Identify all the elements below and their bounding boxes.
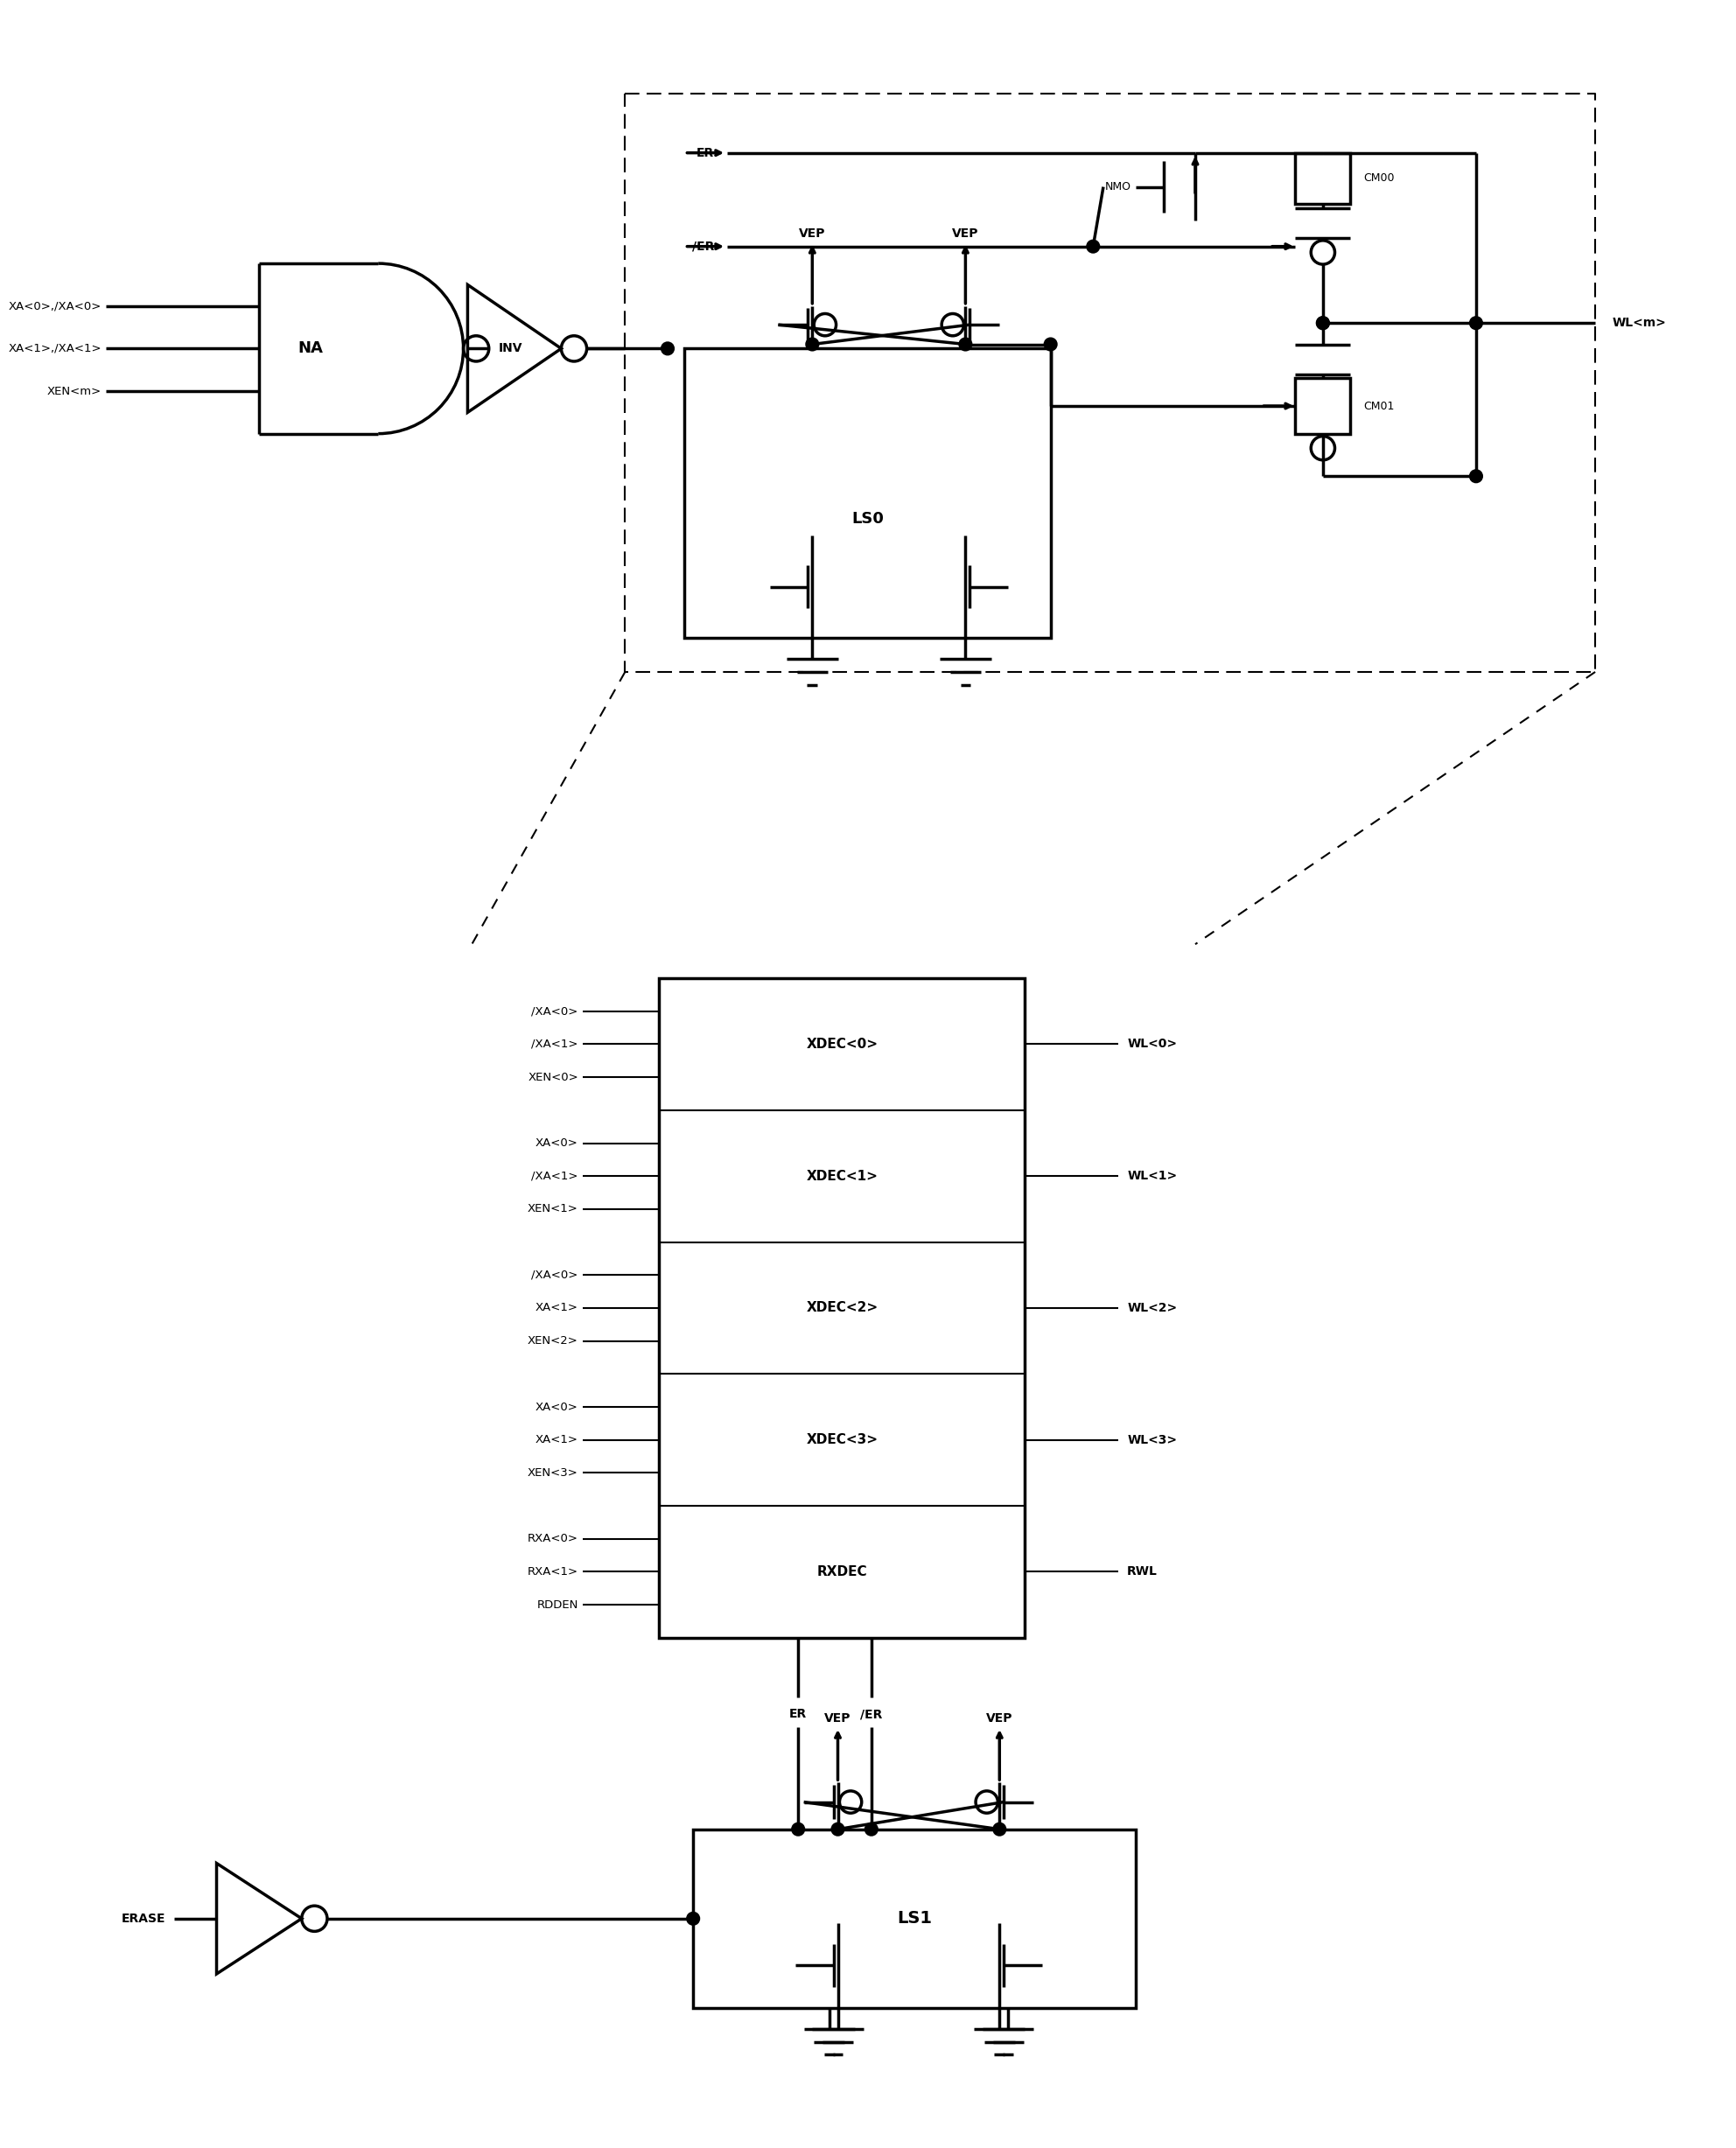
Circle shape: [793, 1824, 804, 1834]
Circle shape: [807, 339, 818, 350]
Text: XEN<2>: XEN<2>: [528, 1336, 578, 1347]
Text: XEN<0>: XEN<0>: [528, 1072, 578, 1083]
Text: VEP: VEP: [951, 228, 979, 241]
Circle shape: [1318, 318, 1328, 329]
Bar: [1295, 378, 1351, 434]
Text: XDEC<3>: XDEC<3>: [806, 1433, 878, 1446]
Text: VEP: VEP: [986, 1712, 1012, 1725]
Bar: [1295, 153, 1351, 204]
Circle shape: [1470, 470, 1481, 481]
Text: LS0: LS0: [851, 511, 884, 526]
Text: XA<0>: XA<0>: [535, 1400, 578, 1413]
Text: WL<2>: WL<2>: [1127, 1302, 1177, 1315]
Text: WL<1>: WL<1>: [1127, 1171, 1177, 1181]
Text: /ER: /ER: [693, 241, 715, 253]
Text: VEP: VEP: [825, 1712, 851, 1725]
Text: XA<1>,/XA<1>: XA<1>,/XA<1>: [9, 344, 102, 354]
Text: CM00: CM00: [1363, 172, 1394, 185]
Text: NMO: NMO: [1106, 180, 1132, 193]
Circle shape: [960, 339, 970, 350]
Bar: [684, 348, 1050, 638]
Text: XEN<m>: XEN<m>: [47, 384, 102, 397]
Text: LS1: LS1: [898, 1910, 932, 1927]
Text: XDEC<0>: XDEC<0>: [806, 1037, 878, 1050]
Text: WL<0>: WL<0>: [1127, 1037, 1177, 1050]
Text: XEN<1>: XEN<1>: [528, 1203, 578, 1216]
Text: RXA<0>: RXA<0>: [528, 1534, 578, 1544]
Text: NA: NA: [297, 342, 323, 357]
Text: RXA<1>: RXA<1>: [528, 1566, 578, 1577]
Circle shape: [866, 1824, 877, 1834]
Text: RDDEN: RDDEN: [536, 1598, 578, 1611]
Text: ER: ER: [696, 146, 715, 159]
Text: WL<m>: WL<m>: [1613, 318, 1667, 329]
Text: /XA<0>: /XA<0>: [531, 1005, 578, 1016]
Text: /ER: /ER: [861, 1708, 882, 1721]
Text: XDEC<2>: XDEC<2>: [806, 1302, 878, 1315]
Bar: [693, 1830, 1135, 2008]
Circle shape: [687, 1914, 698, 1925]
Bar: [660, 977, 1024, 1637]
Circle shape: [1087, 241, 1099, 251]
Text: WL<3>: WL<3>: [1127, 1433, 1177, 1446]
Text: XA<1>: XA<1>: [535, 1435, 578, 1446]
Text: ER: ER: [790, 1708, 807, 1721]
Circle shape: [995, 1824, 1005, 1834]
Text: XA<0>,/XA<0>: XA<0>,/XA<0>: [9, 301, 102, 311]
Text: XA<0>: XA<0>: [535, 1138, 578, 1149]
Text: RXDEC: RXDEC: [818, 1566, 868, 1579]
Circle shape: [661, 344, 674, 354]
Text: INV: INV: [498, 342, 523, 354]
Text: XDEC<1>: XDEC<1>: [806, 1169, 878, 1184]
Text: /XA<1>: /XA<1>: [531, 1037, 578, 1050]
Circle shape: [1045, 339, 1055, 350]
Text: /XA<0>: /XA<0>: [531, 1269, 578, 1280]
Circle shape: [832, 1824, 844, 1834]
Text: VEP: VEP: [799, 228, 826, 241]
Text: XA<1>: XA<1>: [535, 1302, 578, 1315]
Text: XEN<3>: XEN<3>: [528, 1467, 578, 1478]
Text: CM01: CM01: [1363, 400, 1394, 412]
Circle shape: [1318, 318, 1328, 329]
Text: /XA<1>: /XA<1>: [531, 1171, 578, 1181]
Text: RWL: RWL: [1127, 1566, 1158, 1579]
Circle shape: [1470, 318, 1481, 329]
Text: ERASE: ERASE: [122, 1912, 165, 1925]
